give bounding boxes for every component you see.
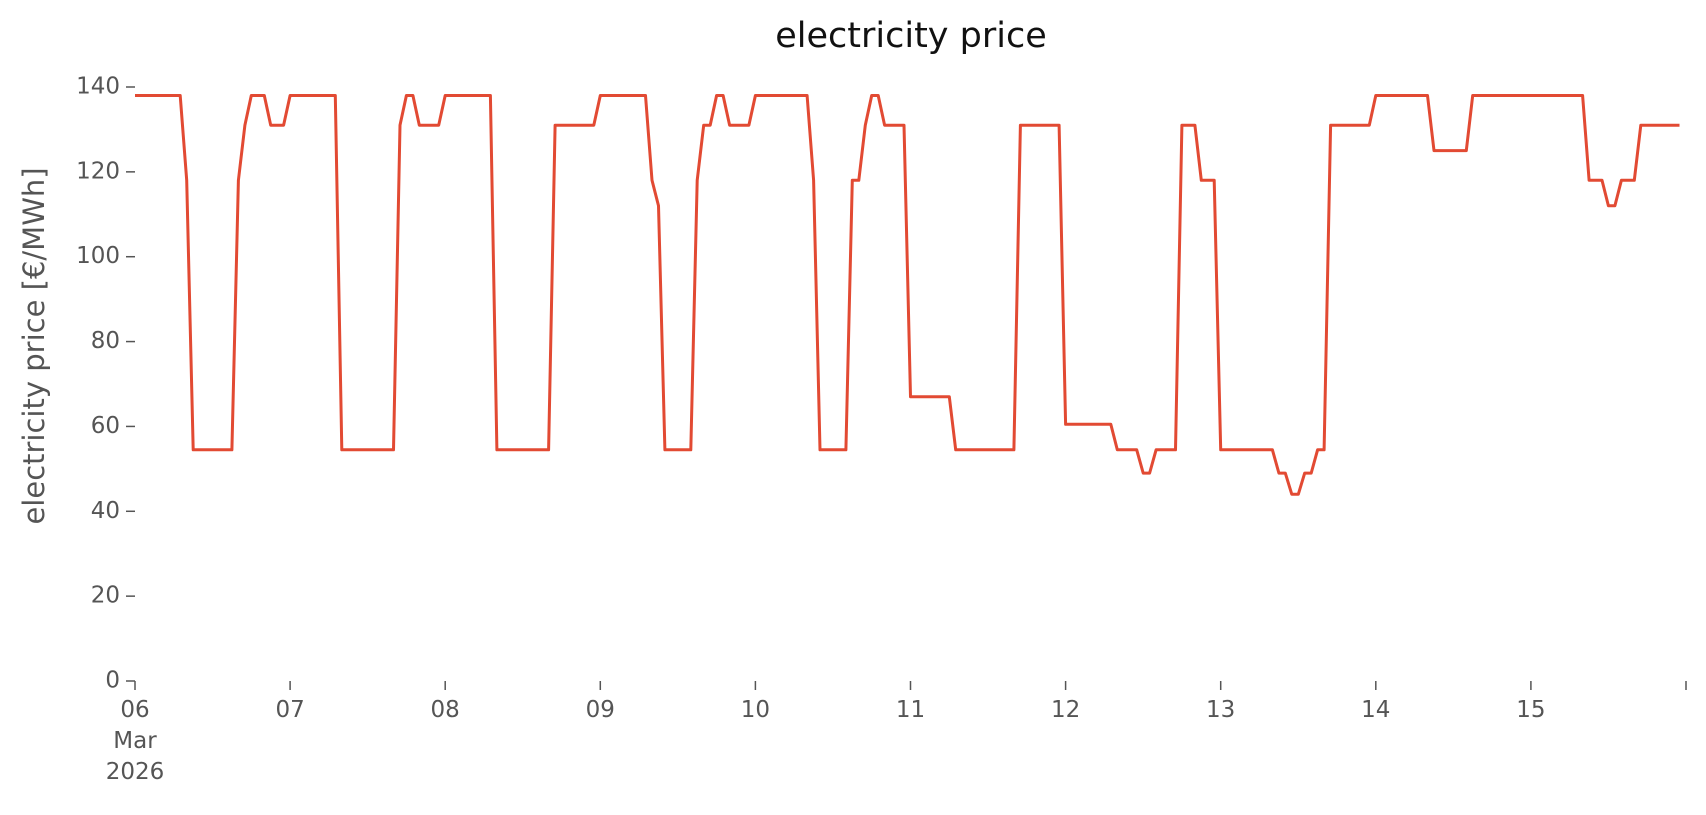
x-tick-label: 14 <box>1361 697 1391 723</box>
y-tick-label: 140 <box>76 74 120 100</box>
x-tick-label: 10 <box>740 697 771 723</box>
y-tick-label: 60 <box>91 413 120 439</box>
x-tick-label: 13 <box>1206 697 1236 723</box>
x-tick-label: 08 <box>430 697 460 723</box>
y-tick-label: 20 <box>91 583 120 609</box>
x-tick-label: 12 <box>1050 697 1081 723</box>
y-tick-label: 80 <box>91 328 120 354</box>
y-tick-label: 40 <box>91 498 120 524</box>
x-tick-label: 11 <box>895 697 926 723</box>
x-tick-label: 15 <box>1516 697 1546 723</box>
y-tick-label: 0 <box>105 668 120 694</box>
y-tick-label: 120 <box>76 158 120 184</box>
x-tick-label: 07 <box>275 697 305 723</box>
y-tick-label: 100 <box>76 243 120 269</box>
x-tick-label: 06 Mar 2026 <box>105 697 165 785</box>
y-axis-label: electricity price [€/MWh] <box>17 167 51 524</box>
price-line <box>135 94 1680 496</box>
x-tick-label: 09 <box>585 697 615 723</box>
chart-title: electricity price <box>775 16 1047 56</box>
